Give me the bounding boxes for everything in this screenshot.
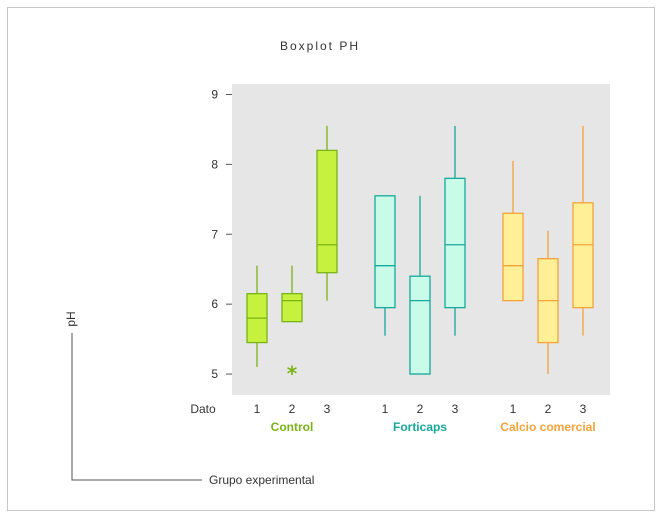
box-body [572, 202, 594, 309]
group-label: Control [271, 420, 314, 434]
boxes-layer: * [246, 125, 594, 386]
box-calcio-comercial-2 [537, 230, 559, 375]
chart-title: Boxplot PH [280, 39, 360, 53]
x-tick-label: 1 [382, 402, 389, 416]
x-row-label: Dato [190, 402, 216, 416]
box-calcio-comercial-1 [502, 160, 524, 302]
x-tick-label: 2 [289, 402, 296, 416]
box-control-3 [316, 125, 338, 301]
x-tick-label: 3 [452, 402, 459, 416]
axis-bracket [71, 333, 202, 481]
x-tick-labels: 1 2 3 1 2 3 1 2 3 [254, 402, 587, 416]
box-body [374, 195, 396, 309]
box-body [502, 212, 524, 302]
box-body [409, 275, 431, 375]
y-axis-ticks: 5 6 7 8 9 [211, 87, 232, 381]
y-tick-label: 8 [211, 157, 218, 171]
y-tick-label: 5 [211, 367, 218, 381]
y-axis-label: pH [64, 311, 78, 326]
box-forticaps-3 [444, 125, 466, 336]
box-body [316, 149, 338, 274]
y-tick-label: 6 [211, 297, 218, 311]
x-tick-label: 3 [580, 402, 587, 416]
x-tick-label: 3 [324, 402, 331, 416]
outlier-marker: * [287, 362, 298, 386]
x-tick-label: 2 [417, 402, 424, 416]
x-tick-label: 1 [254, 402, 261, 416]
y-tick-label: 9 [211, 87, 218, 101]
box-forticaps-1 [374, 195, 396, 336]
group-labels: Control Forticaps Calcio comercial [271, 420, 596, 434]
box-forticaps-2 [409, 195, 431, 375]
x-tick-label: 2 [545, 402, 552, 416]
x-tick-label: 1 [510, 402, 517, 416]
box-control-2: * [281, 265, 303, 386]
box-body [281, 293, 303, 323]
group-label: Forticaps [393, 420, 447, 434]
box-control-1 [246, 265, 268, 368]
box-calcio-comercial-3 [572, 125, 594, 336]
box-body [444, 177, 466, 309]
x-axis-label: Grupo experimental [209, 473, 314, 487]
group-label: Calcio comercial [500, 420, 595, 434]
y-tick-label: 7 [211, 227, 218, 241]
